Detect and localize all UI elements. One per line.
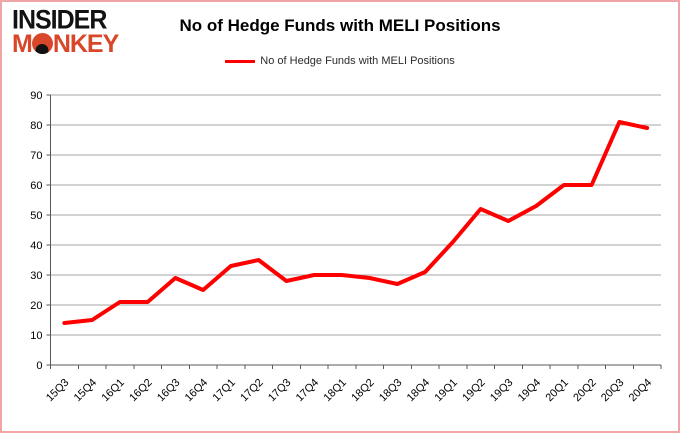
x-axis-label: 20Q1 — [543, 377, 571, 405]
y-axis-label: 40 — [30, 240, 42, 252]
y-axis-label: 80 — [30, 120, 42, 132]
y-axis-label: 20 — [30, 300, 42, 312]
legend-label: No of Hedge Funds with MELI Positions — [260, 55, 455, 67]
x-axis-label: 16Q2 — [127, 377, 155, 405]
y-axis-label: 90 — [30, 90, 42, 102]
x-axis-label: 18Q2 — [349, 377, 377, 405]
x-axis-label: 15Q4 — [72, 377, 100, 405]
legend: No of Hedge Funds with MELI Positions — [2, 55, 678, 67]
logo-monkey-rest: NKEY — [52, 30, 119, 58]
y-axis-label: 50 — [30, 210, 42, 222]
x-axis-label: 20Q4 — [627, 377, 655, 405]
y-axis-label: 30 — [30, 270, 42, 282]
x-axis-label: 16Q1 — [99, 377, 127, 405]
x-axis-label: 20Q3 — [599, 377, 627, 405]
x-axis-label: 16Q4 — [183, 377, 211, 405]
monkey-face-icon: O — [31, 33, 53, 54]
x-axis-label: 19Q3 — [488, 377, 516, 405]
x-axis-label: 19Q4 — [516, 377, 544, 405]
y-axis-label: 70 — [30, 150, 42, 162]
x-axis-label: 20Q2 — [571, 377, 599, 405]
insider-monkey-logo: INSIDER MONKEY — [12, 4, 119, 58]
x-axis-label: 18Q3 — [377, 377, 405, 405]
x-axis-label: 18Q1 — [321, 377, 349, 405]
logo-insider-text: INSIDER — [12, 4, 107, 36]
x-axis-label: 18Q4 — [405, 377, 433, 405]
x-axis-label: 17Q2 — [238, 377, 266, 405]
logo-monkey-m: M — [12, 30, 33, 58]
x-axis-label: 16Q3 — [155, 377, 183, 405]
y-axis-label: 10 — [30, 330, 42, 342]
x-axis-label: 17Q4 — [294, 377, 322, 405]
y-axis-label: 60 — [30, 180, 42, 192]
x-axis-label: 19Q1 — [432, 377, 460, 405]
x-axis-label: 19Q2 — [460, 377, 488, 405]
logo-monkey-text: MONKEY — [12, 30, 119, 58]
chart-title: No of Hedge Funds with MELI Positions — [179, 16, 501, 35]
x-axis-label: 15Q3 — [44, 377, 72, 405]
legend-line-swatch — [225, 59, 256, 63]
x-axis-label: 17Q3 — [266, 377, 294, 405]
x-axis-label: 17Q1 — [210, 377, 238, 405]
series-line — [62, 120, 650, 325]
y-axis-label: 0 — [36, 360, 42, 372]
